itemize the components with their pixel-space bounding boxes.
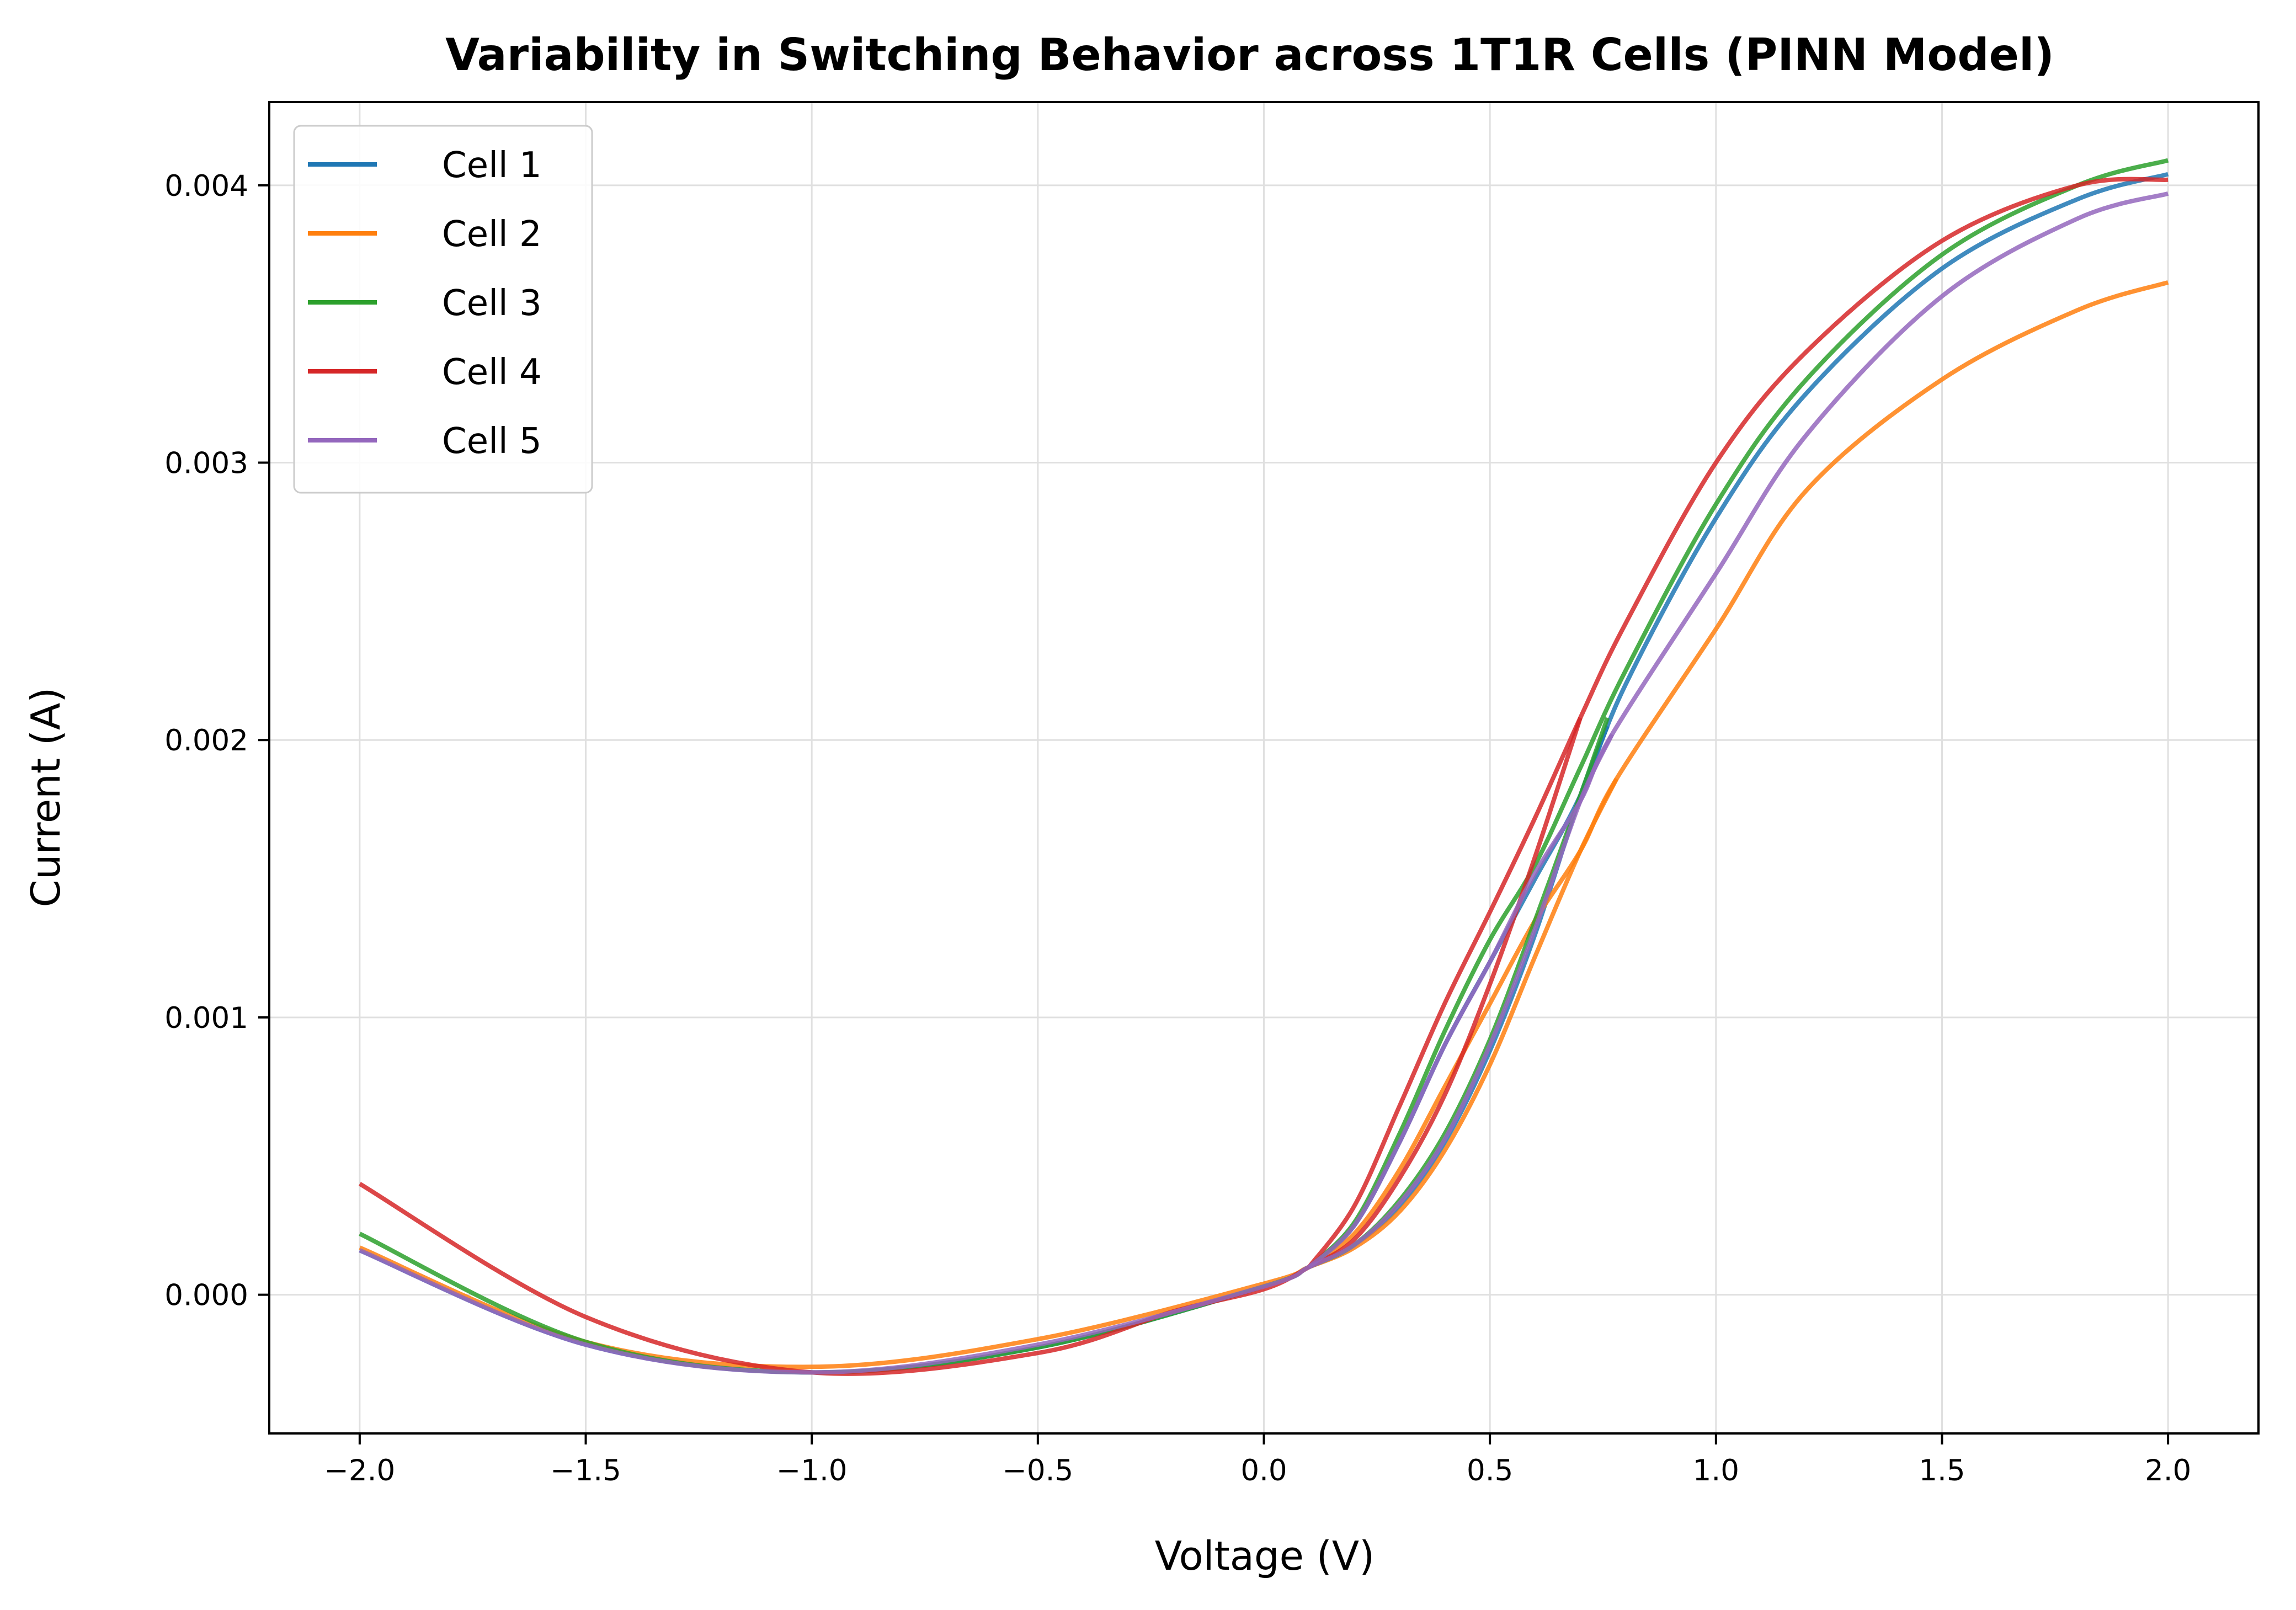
y-tick-label: 0.001	[164, 1001, 248, 1035]
y-tick-label: 0.003	[164, 447, 248, 481]
series-4	[358, 177, 2169, 1376]
legend-box	[293, 125, 593, 494]
x-axis: −2.0 −1.5 −1.0 −0.5 0.0 0.5 1.0 1.5 2.0	[324, 1433, 2191, 1488]
x-tick-label: 0.5	[1467, 1454, 1513, 1488]
y-tick-label: 0.000	[164, 1279, 248, 1313]
x-tick-label: −1.5	[550, 1454, 621, 1488]
series-line	[358, 717, 1583, 1376]
x-axis-title: Voltage (V)	[1155, 1533, 1375, 1579]
x-tick-label: −1.0	[776, 1454, 848, 1488]
series-line	[1307, 177, 2169, 1268]
grid	[269, 102, 2258, 1433]
x-tick-label: −2.0	[324, 1454, 396, 1488]
x-tick-label: 0.0	[1240, 1454, 1287, 1488]
legend-label: Cell 2	[442, 214, 542, 255]
legend-label: Cell 3	[442, 283, 542, 324]
chart-title: Variability in Switching Behavior across…	[445, 29, 2054, 81]
series-line	[359, 733, 1615, 1375]
legend-label: Cell 4	[442, 352, 542, 393]
x-tick-label: 2.0	[2145, 1454, 2191, 1488]
x-tick-label: 1.0	[1693, 1454, 1739, 1488]
series-layer	[358, 158, 2169, 1376]
y-tick-label: 0.002	[164, 724, 248, 758]
series-line	[1307, 191, 2169, 1269]
y-tick-label: 0.004	[164, 169, 248, 203]
y-axis-title: Current (A)	[23, 687, 69, 908]
legend: Cell 1 Cell 2 Cell 3 Cell 4 Cell 5	[293, 125, 593, 494]
series-line	[1307, 158, 2169, 1269]
legend-label: Cell 1	[442, 145, 542, 186]
series-5	[359, 191, 2169, 1375]
legend-label: Cell 5	[442, 421, 542, 462]
y-axis: 0.000 0.001 0.002 0.003 0.004	[164, 169, 269, 1313]
x-tick-label: −0.5	[1002, 1454, 1073, 1488]
series-line	[1308, 280, 2169, 1269]
x-tick-label: 1.5	[1919, 1454, 1965, 1488]
